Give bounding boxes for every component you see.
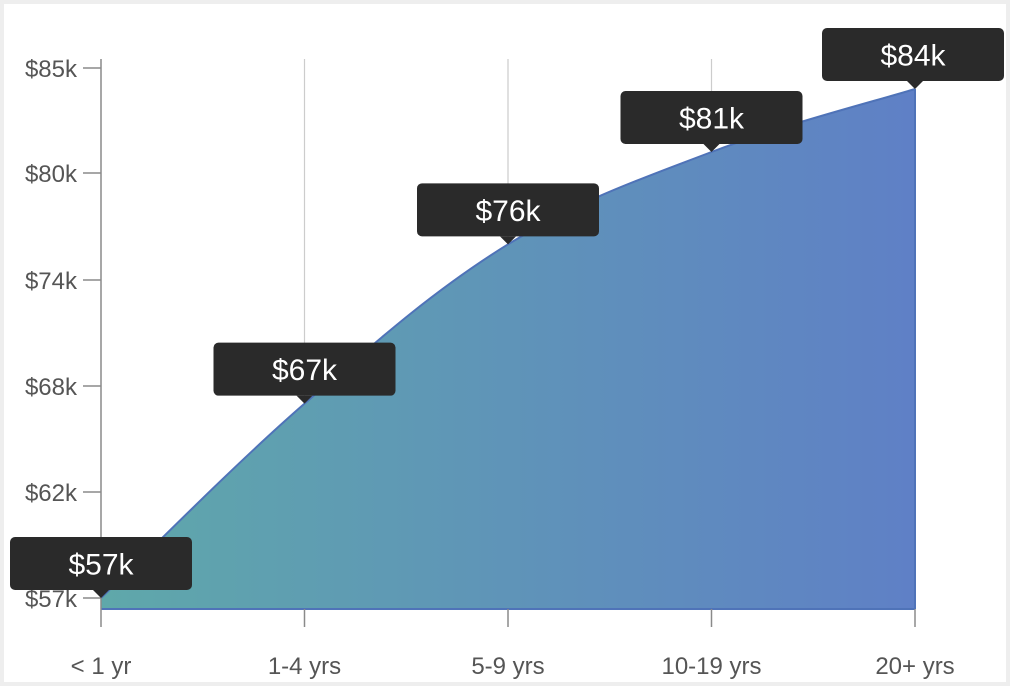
x-tick-label: 10-19 yrs: [661, 653, 761, 680]
data-label: $57k: [10, 537, 192, 598]
axes: $57k $62k $68k $74k $80k $85k < 1 yr 1-4 yrs 5-9…: [25, 56, 955, 680]
x-tick-label: 5-9 yrs: [471, 653, 544, 680]
y-tick-label: $62k: [25, 480, 78, 507]
y-tick-label: $68k: [25, 374, 78, 401]
data-label-pointer: [93, 590, 109, 598]
y-tick-label: $57k: [25, 586, 78, 613]
x-tick-label: < 1 yr: [71, 653, 132, 680]
data-label-box: [10, 537, 192, 590]
data-label-pointer: [703, 144, 720, 152]
y-tick-label: $80k: [25, 161, 78, 188]
salary-area-chart: $57k $62k $68k $74k $80k $85k < 1 yr 1-4 yrs 5-9…: [10, 28, 1004, 680]
data-label-pointer: [500, 236, 516, 245]
data-label-box: [213, 342, 396, 396]
chart-frame: $57k $62k $68k $74k $80k $85k < 1 yr 1-4 yrs 5-9…: [4, 4, 1006, 682]
data-label: $76k: [417, 183, 599, 245]
y-tick-label: $85k: [25, 56, 78, 83]
data-label-box: [822, 28, 1004, 81]
data-label: $67k: [213, 342, 396, 404]
data-label-text: $81k: [679, 103, 745, 136]
data-label-pointer: [907, 81, 923, 89]
data-label-box: [620, 91, 803, 144]
x-tick-label: 1-4 yrs: [268, 653, 341, 680]
data-label-pointer: [296, 395, 313, 404]
area-fill: [101, 89, 915, 609]
data-label: $81k: [620, 91, 803, 152]
data-labels: $57k $67k $76k $81k $84k: [10, 28, 1004, 598]
data-label-text: $76k: [475, 195, 541, 228]
data-label: $84k: [822, 28, 1004, 89]
data-label-text: $84k: [880, 40, 946, 73]
x-tick-label: 20+ yrs: [875, 653, 954, 680]
data-label-text: $57k: [68, 549, 134, 582]
data-label-text: $67k: [272, 354, 338, 387]
y-tick-label: $74k: [25, 268, 78, 295]
data-label-box: [417, 183, 599, 237]
